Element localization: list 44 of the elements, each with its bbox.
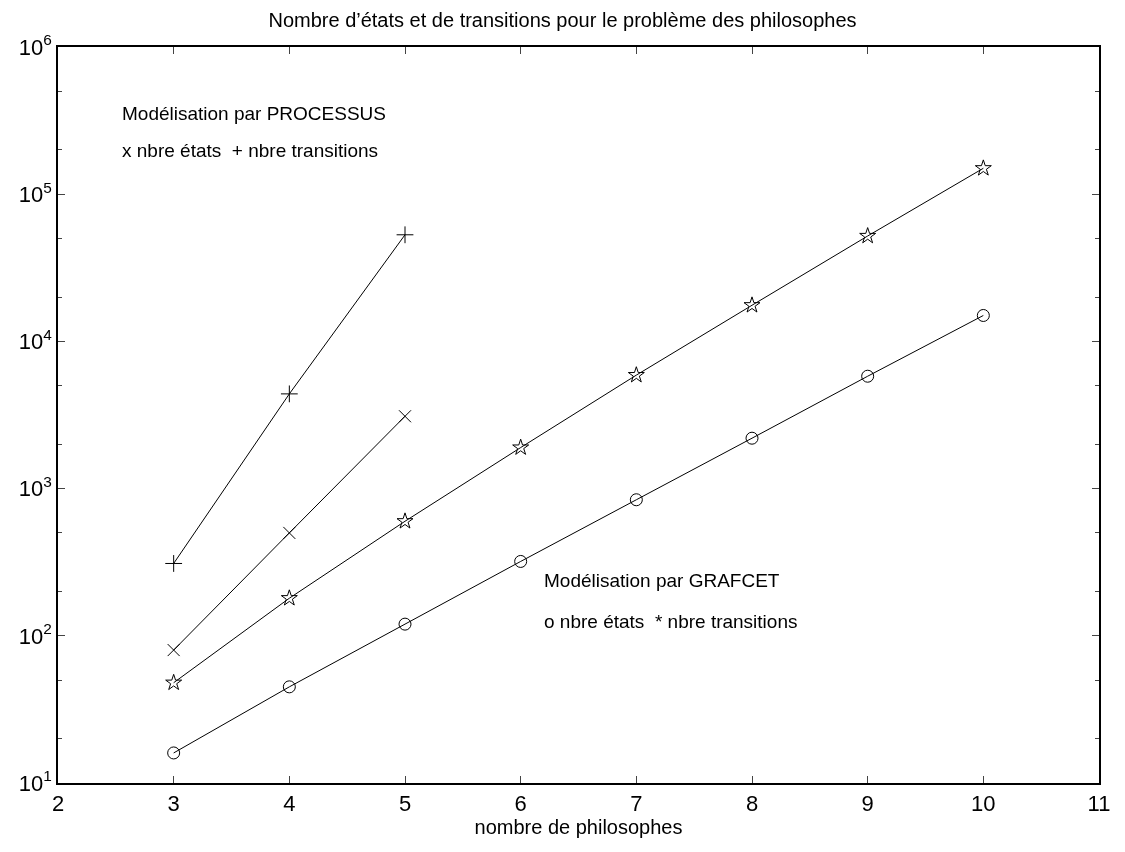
y-tick-label: 10$^{1}$ (18, 767, 52, 796)
x-tick-label: 5 (398, 791, 412, 817)
annotation: o nbre états * nbre transitions (544, 611, 798, 632)
x-tick-label: 4 (283, 791, 296, 817)
x-tick-label: 9 (861, 791, 874, 817)
point (280, 384, 299, 403)
x-tick-label: 8 (745, 791, 759, 817)
point (398, 617, 412, 631)
y-tick-label: 10$^{5}$ (18, 178, 52, 207)
chart-title: Nombre d’états et de transitions pour le problème des philosophes (268, 8, 857, 31)
point (974, 159, 992, 176)
point (396, 512, 414, 529)
x-tick-label: 3 (167, 791, 180, 817)
point (280, 589, 298, 606)
point (629, 493, 643, 507)
point (512, 438, 530, 455)
point (861, 369, 875, 383)
point (165, 673, 183, 691)
x-tick-label: 2 (51, 791, 65, 817)
point (282, 680, 296, 694)
point (859, 227, 877, 244)
point (282, 526, 296, 540)
annotation: Modélisation par PROCESSUS (122, 103, 386, 124)
annotation: x nbre états + nbre transitions (122, 140, 379, 161)
y-tick-label: 10$^{4}$ (18, 325, 53, 355)
point (167, 643, 181, 657)
point (627, 366, 645, 383)
point (514, 554, 528, 568)
x-tick-label: 10 (971, 791, 996, 817)
annotation: Modélisation par GRAFCET (544, 570, 780, 591)
point (398, 409, 412, 423)
point (396, 225, 414, 244)
point (164, 554, 183, 573)
x-tick-label: 7 (630, 791, 643, 817)
point (745, 431, 759, 445)
x-axis-title: nombre de philosophes (474, 816, 683, 839)
x-tick-label: 11 (1087, 791, 1111, 817)
point (743, 296, 761, 313)
y-tick-label: 10$^{6}$ (18, 31, 52, 60)
point (167, 746, 181, 760)
x-tick-label: 6 (514, 791, 527, 817)
y-tick-label: 10$^{2}$ (18, 620, 52, 649)
point (976, 308, 990, 322)
y-tick-label: 10$^{3}$ (18, 473, 52, 502)
